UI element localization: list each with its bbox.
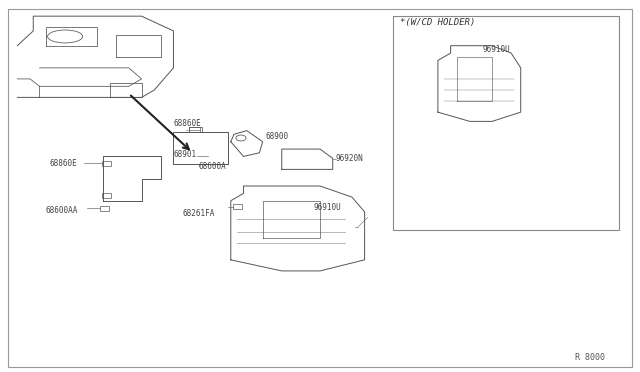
- Text: *(W/CD HOLDER): *(W/CD HOLDER): [399, 18, 475, 28]
- Bar: [102, 193, 111, 198]
- Text: 68600A: 68600A: [199, 163, 227, 171]
- Bar: [102, 161, 111, 166]
- Text: 68860E: 68860E: [49, 159, 77, 168]
- Text: 68900: 68900: [266, 132, 289, 141]
- Text: 96920N: 96920N: [336, 154, 364, 163]
- Text: 96910U: 96910U: [483, 45, 510, 54]
- Text: R 8000: R 8000: [575, 353, 605, 362]
- Text: 68901: 68901: [173, 150, 196, 159]
- Bar: [100, 206, 109, 211]
- Bar: [189, 126, 200, 132]
- Text: 68600AA: 68600AA: [46, 206, 78, 215]
- Text: 68860E: 68860E: [173, 119, 201, 128]
- Bar: [234, 204, 242, 209]
- Text: 96910U: 96910U: [314, 203, 341, 212]
- Text: 68261FA: 68261FA: [183, 209, 216, 218]
- Bar: [394, 16, 620, 230]
